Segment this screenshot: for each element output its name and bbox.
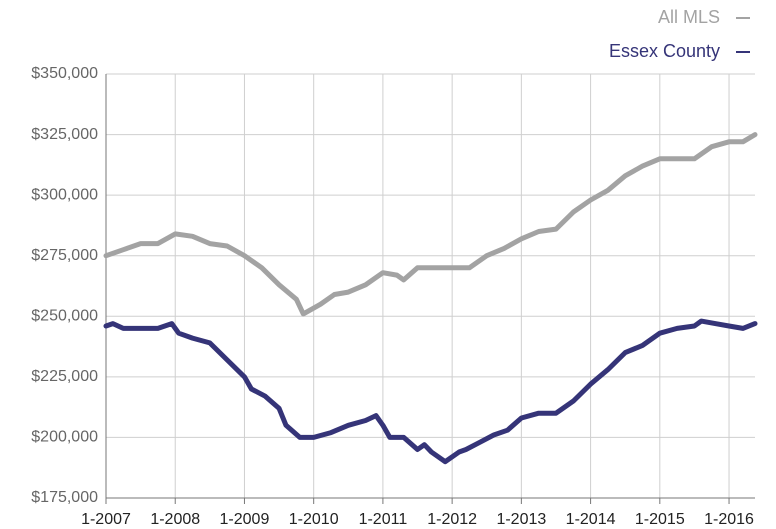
x-tick-label: 1-2010 xyxy=(289,511,339,528)
y-tick-label: $175,000 xyxy=(31,489,98,506)
y-tick-label: $325,000 xyxy=(31,126,98,143)
y-tick-label: $275,000 xyxy=(31,247,98,264)
x-tick-label: 1-2013 xyxy=(496,511,546,528)
y-tick-label: $225,000 xyxy=(31,368,98,385)
x-tick-label: 1-2016 xyxy=(704,511,754,528)
x-tick-label: 1-2014 xyxy=(566,511,616,528)
x-tick-label: 1-2015 xyxy=(635,511,685,528)
line xyxy=(103,132,758,317)
legend-label: Essex County xyxy=(609,41,720,61)
y-tick-label: $300,000 xyxy=(31,186,98,203)
x-tick-label: 1-2011 xyxy=(359,511,408,528)
y-tick-label: $200,000 xyxy=(31,429,98,446)
x-tick-label: 1-2009 xyxy=(220,511,270,528)
x-tick-label: 1-2007 xyxy=(81,511,131,528)
legend-label: All MLS xyxy=(658,7,720,27)
x-tick-label: 1-2012 xyxy=(427,511,477,528)
y-tick-label: $350,000 xyxy=(31,65,98,82)
x-tick-label: 1-2008 xyxy=(150,511,200,528)
line xyxy=(103,318,758,465)
y-tick-label: $250,000 xyxy=(31,308,98,325)
